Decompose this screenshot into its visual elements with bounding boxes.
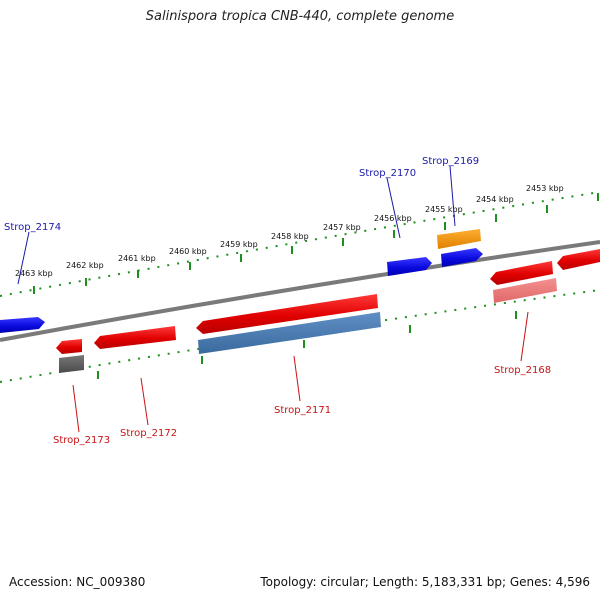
gene-label-strop-2172: Strop_2172 [120, 428, 177, 439]
kbp-label: 2458 kbp [271, 232, 309, 241]
inner-major-ticks [97, 311, 517, 379]
gene-strop-2168[interactable] [490, 261, 553, 285]
gene-strop-2174[interactable] [0, 317, 45, 333]
kbp-label: 2457 kbp [323, 223, 361, 232]
accession-text: Accession: NC_009380 [9, 575, 146, 589]
gene-strop-2171[interactable] [196, 294, 378, 334]
kbp-label: 2453 kbp [526, 184, 564, 193]
genome-backbone [0, 240, 600, 342]
gene-label-strop-2168: Strop_2168 [494, 365, 551, 376]
kbp-label: 2461 kbp [118, 254, 156, 263]
label-leaders [17, 165, 529, 433]
gene-label-strop-2171: Strop_2171 [274, 405, 331, 416]
gene-strop-2168-pink[interactable] [493, 278, 557, 303]
gene-strop-2169-orange[interactable] [437, 229, 481, 249]
gene-strop-2171-steel[interactable] [198, 312, 381, 354]
gene-label-strop-2173: Strop_2173 [53, 435, 110, 446]
kbp-label: 2456 kbp [374, 214, 412, 223]
kbp-label: 2460 kbp [169, 247, 207, 256]
topology-text: Topology: circular; Length: 5,183,331 bp… [260, 575, 590, 589]
kbp-label: 2454 kbp [476, 195, 514, 204]
kbp-label: 2462 kbp [66, 261, 104, 270]
gene-strop-2173-grey[interactable] [59, 355, 84, 373]
kbp-label: 2455 kbp [425, 205, 463, 214]
page-title: Salinispora tropica CNB-440, complete ge… [145, 9, 455, 24]
gene-label-strop-2174: Strop_2174 [4, 222, 61, 233]
kbp-labels: 2463 kbp 2462 kbp 2461 kbp 2460 kbp 2459… [15, 184, 564, 278]
gene-strop-2172[interactable] [94, 326, 176, 349]
kbp-label: 2463 kbp [15, 269, 53, 278]
outer-major-ticks [33, 193, 599, 294]
gene-strop-2167[interactable] [557, 249, 600, 270]
gene-strop-2170[interactable] [387, 257, 432, 276]
gene-label-strop-2169: Strop_2169 [422, 156, 479, 167]
gene-labels: Strop_2174 Strop_2170 Strop_2169 Strop_2… [4, 156, 551, 446]
gene-strop-2169[interactable] [441, 248, 483, 267]
gene-strop-2173[interactable] [56, 339, 82, 354]
gene-label-strop-2170: Strop_2170 [359, 168, 416, 179]
kbp-label: 2459 kbp [220, 240, 258, 249]
